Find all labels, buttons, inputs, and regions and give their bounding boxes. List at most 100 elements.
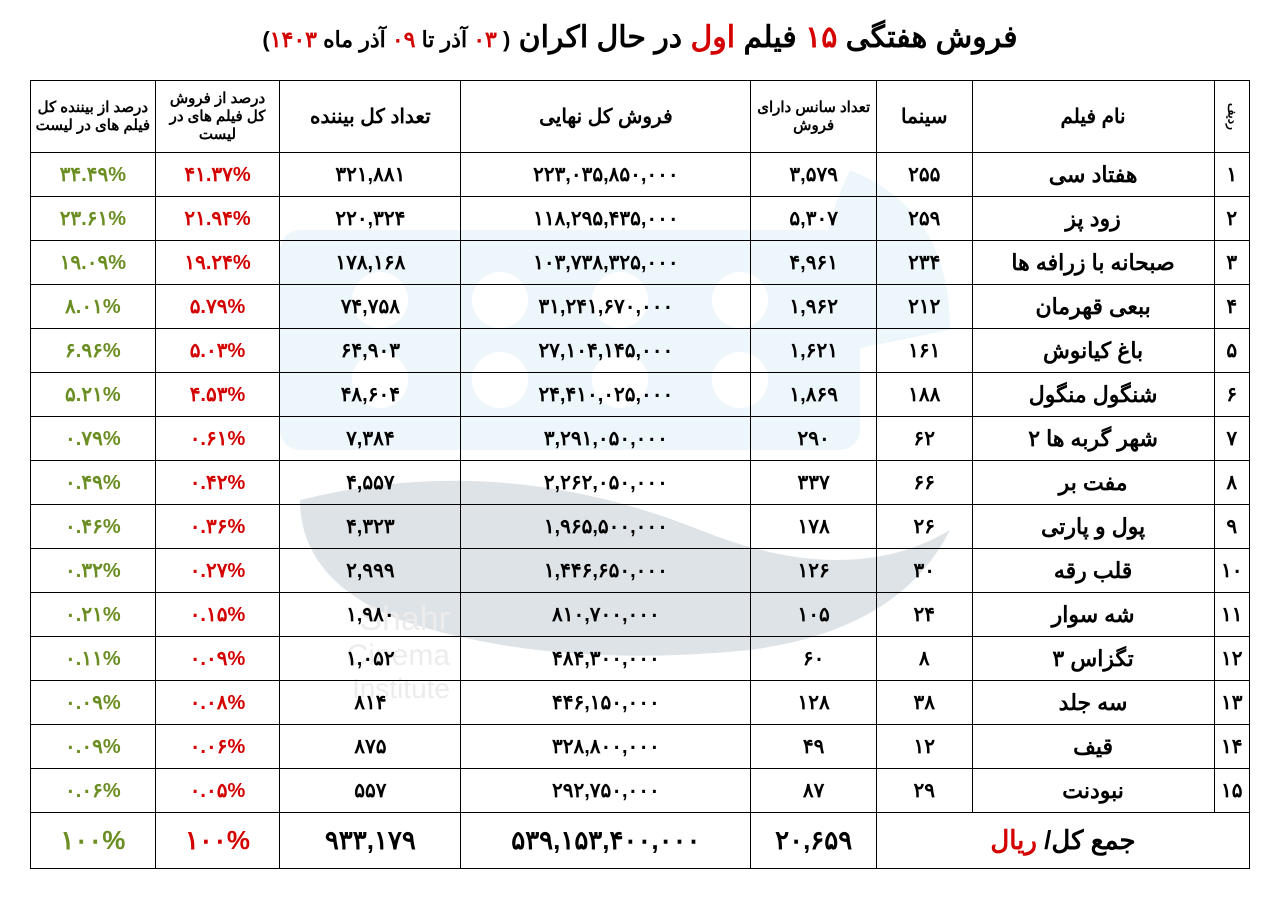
header-sales-pct: درصد از فروش کل فیلم های در لیست — [155, 81, 280, 153]
cell-name: سه جلد — [972, 681, 1214, 725]
cell-viewers: ۱۷۸,۱۶۸ — [280, 241, 461, 285]
cell-sales-pct: ۰.۳۶% — [155, 505, 280, 549]
cell-view-pct: ۰.۷۹% — [31, 417, 156, 461]
cell-viewers: ۵۵۷ — [280, 769, 461, 813]
cell-sessions: ۶۰ — [751, 637, 877, 681]
cell-gross: ۴۴۶,۱۵۰,۰۰۰ — [461, 681, 751, 725]
cell-rank: ۵ — [1214, 329, 1249, 373]
cell-sales-pct: ۱۹.۲۴% — [155, 241, 280, 285]
cell-viewers: ۱,۰۵۲ — [280, 637, 461, 681]
cell-gross: ۸۱۰,۷۰۰,۰۰۰ — [461, 593, 751, 637]
cell-view-pct: ۸.۰۱% — [31, 285, 156, 329]
table-row: ۷شهر گربه ها ۲۶۲۲۹۰۳,۲۹۱,۰۵۰,۰۰۰۷,۳۸۴۰.۶… — [31, 417, 1250, 461]
cell-sessions: ۸۷ — [751, 769, 877, 813]
cell-name: زود پز — [972, 197, 1214, 241]
total-viewers: ۹۳۳,۱۷۹ — [280, 813, 461, 869]
cell-name: تگزاس ۳ — [972, 637, 1214, 681]
cell-rank: ۸ — [1214, 461, 1249, 505]
cell-sales-pct: ۴۱.۳۷% — [155, 153, 280, 197]
cell-sessions: ۴۹ — [751, 725, 877, 769]
cell-gross: ۱,۹۶۵,۵۰۰,۰۰۰ — [461, 505, 751, 549]
cell-sales-pct: ۰.۴۲% — [155, 461, 280, 505]
table-row: ۳صبحانه با زرافه ها۲۳۴۴,۹۶۱۱۰۳,۷۳۸,۳۲۵,۰… — [31, 241, 1250, 285]
cell-gross: ۳۲۸,۸۰۰,۰۰۰ — [461, 725, 751, 769]
cell-cinema: ۲۶ — [877, 505, 973, 549]
cell-sessions: ۱۷۸ — [751, 505, 877, 549]
cell-gross: ۲۷,۱۰۴,۱۴۵,۰۰۰ — [461, 329, 751, 373]
cell-gross: ۳۱,۲۴۱,۶۷۰,۰۰۰ — [461, 285, 751, 329]
table-total-row: جمع کل/ ریال ۲۰,۶۵۹ ۵۳۹,۱۵۳,۴۰۰,۰۰۰ ۹۳۳,… — [31, 813, 1250, 869]
cell-rank: ۶ — [1214, 373, 1249, 417]
header-view-pct: درصد از بیننده کل فیلم های در لیست — [31, 81, 156, 153]
title-block: فروش هفتگی ۱۵ فیلم اول در حال اکران ( ۰۳… — [30, 20, 1250, 55]
cell-cinema: ۲۳۴ — [877, 241, 973, 285]
cell-rank: ۱۰ — [1214, 549, 1249, 593]
cell-name: صبحانه با زرافه ها — [972, 241, 1214, 285]
cell-viewers: ۸۷۵ — [280, 725, 461, 769]
cell-gross: ۲,۲۶۲,۰۵۰,۰۰۰ — [461, 461, 751, 505]
cell-rank: ۱۱ — [1214, 593, 1249, 637]
cell-cinema: ۶۶ — [877, 461, 973, 505]
cell-rank: ۳ — [1214, 241, 1249, 285]
cell-cinema: ۳۰ — [877, 549, 973, 593]
cell-view-pct: ۰.۲۱% — [31, 593, 156, 637]
cell-viewers: ۷,۳۸۴ — [280, 417, 461, 461]
cell-rank: ۱۲ — [1214, 637, 1249, 681]
table-row: ۴ببعی قهرمان۲۱۲۱,۹۶۲۳۱,۲۴۱,۶۷۰,۰۰۰۷۴,۷۵۸… — [31, 285, 1250, 329]
cell-name: باغ کیانوش — [972, 329, 1214, 373]
total-sessions: ۲۰,۶۵۹ — [751, 813, 877, 869]
cell-gross: ۲۴,۴۱۰,۰۲۵,۰۰۰ — [461, 373, 751, 417]
cell-sales-pct: ۰.۰۶% — [155, 725, 280, 769]
cell-cinema: ۳۸ — [877, 681, 973, 725]
cell-rank: ۴ — [1214, 285, 1249, 329]
cell-sales-pct: ۰.۱۵% — [155, 593, 280, 637]
cell-gross: ۲۹۲,۷۵۰,۰۰۰ — [461, 769, 751, 813]
cell-view-pct: ۰.۱۱% — [31, 637, 156, 681]
page-title: فروش هفتگی ۱۵ فیلم اول در حال اکران — [510, 21, 1017, 54]
cell-gross: ۱,۴۴۶,۶۵۰,۰۰۰ — [461, 549, 751, 593]
cell-rank: ۱۴ — [1214, 725, 1249, 769]
table-row: ۹پول و پارتی۲۶۱۷۸۱,۹۶۵,۵۰۰,۰۰۰۴,۳۲۳۰.۳۶%… — [31, 505, 1250, 549]
cell-sales-pct: ۰.۲۷% — [155, 549, 280, 593]
cell-gross: ۱۱۸,۲۹۵,۴۳۵,۰۰۰ — [461, 197, 751, 241]
table-row: ۱۴قیف۱۲۴۹۳۲۸,۸۰۰,۰۰۰۸۷۵۰.۰۶%۰.۰۹% — [31, 725, 1250, 769]
cell-sales-pct: ۴.۵۳% — [155, 373, 280, 417]
cell-viewers: ۶۴,۹۰۳ — [280, 329, 461, 373]
cell-sessions: ۱۲۸ — [751, 681, 877, 725]
cell-rank: ۷ — [1214, 417, 1249, 461]
cell-gross: ۳,۲۹۱,۰۵۰,۰۰۰ — [461, 417, 751, 461]
table-row: ۱۲تگزاس ۳۸۶۰۴۸۴,۳۰۰,۰۰۰۱,۰۵۲۰.۰۹%۰.۱۱% — [31, 637, 1250, 681]
header-viewers: تعداد کل بیننده — [280, 81, 461, 153]
cell-viewers: ۴,۳۲۳ — [280, 505, 461, 549]
total-sales-pct: ۱۰۰% — [155, 813, 280, 869]
total-label: جمع کل/ ریال — [877, 813, 1250, 869]
cell-viewers: ۲۲۰,۳۲۴ — [280, 197, 461, 241]
table-row: ۱۱شه سوار۲۴۱۰۵۸۱۰,۷۰۰,۰۰۰۱,۹۸۰۰.۱۵%۰.۲۱% — [31, 593, 1250, 637]
cell-name: ببعی قهرمان — [972, 285, 1214, 329]
cell-sessions: ۱,۹۶۲ — [751, 285, 877, 329]
header-name: نام فیلم — [972, 81, 1214, 153]
cell-sessions: ۵,۳۰۷ — [751, 197, 877, 241]
cell-cinema: ۱۲ — [877, 725, 973, 769]
cell-name: قیف — [972, 725, 1214, 769]
table-row: ۵باغ کیانوش۱۶۱۱,۶۲۱۲۷,۱۰۴,۱۴۵,۰۰۰۶۴,۹۰۳۵… — [31, 329, 1250, 373]
cell-viewers: ۲,۹۹۹ — [280, 549, 461, 593]
cell-view-pct: ۳۴.۴۹% — [31, 153, 156, 197]
cell-view-pct: ۰.۰۹% — [31, 681, 156, 725]
cell-sessions: ۳,۵۷۹ — [751, 153, 877, 197]
cell-view-pct: ۱۹.۰۹% — [31, 241, 156, 285]
cell-name: شه سوار — [972, 593, 1214, 637]
table-row: ۱۳سه جلد۳۸۱۲۸۴۴۶,۱۵۰,۰۰۰۸۱۴۰.۰۸%۰.۰۹% — [31, 681, 1250, 725]
table-row: ۱۰قلب رقه۳۰۱۲۶۱,۴۴۶,۶۵۰,۰۰۰۲,۹۹۹۰.۲۷%۰.۳… — [31, 549, 1250, 593]
cell-view-pct: ۰.۴۶% — [31, 505, 156, 549]
cell-sessions: ۱,۸۶۹ — [751, 373, 877, 417]
cell-sales-pct: ۰.۰۵% — [155, 769, 280, 813]
total-view-pct: ۱۰۰% — [31, 813, 156, 869]
date-range: ( ۰۳ آذر تا ۰۹ آذر ماه ۱۴۰۳) — [262, 27, 510, 52]
table-row: ۲زود پز۲۵۹۵,۳۰۷۱۱۸,۲۹۵,۴۳۵,۰۰۰۲۲۰,۳۲۴۲۱.… — [31, 197, 1250, 241]
cell-viewers: ۸۱۴ — [280, 681, 461, 725]
cell-cinema: ۲۱۲ — [877, 285, 973, 329]
cell-view-pct: ۰.۰۶% — [31, 769, 156, 813]
cell-sales-pct: ۰.۶۱% — [155, 417, 280, 461]
cell-viewers: ۱,۹۸۰ — [280, 593, 461, 637]
